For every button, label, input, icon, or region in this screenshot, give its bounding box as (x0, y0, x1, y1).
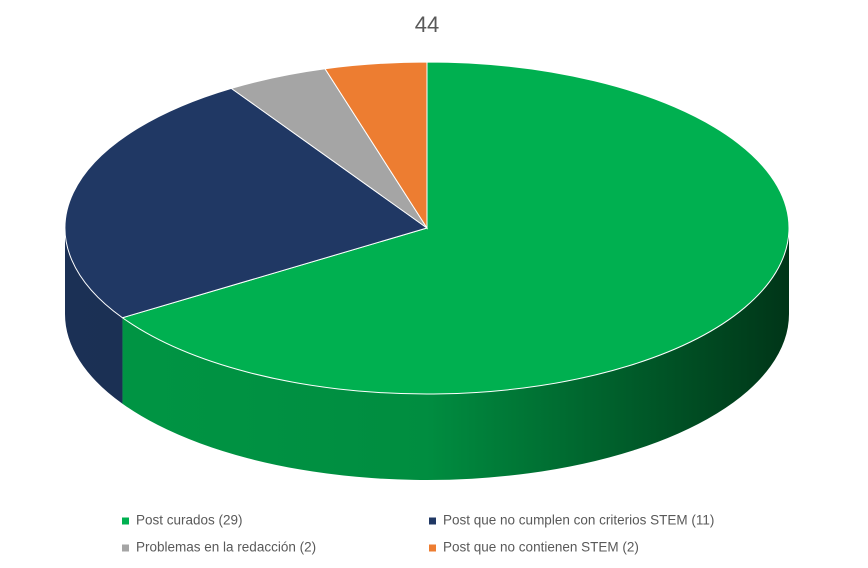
slice-side (122, 228, 789, 480)
legend-label: Post que no contienen STEM (2) (443, 540, 639, 555)
slice (121, 61, 790, 395)
legend-label: Problemas en la redacción (2) (136, 540, 316, 555)
slice (324, 61, 428, 230)
legend-label: Post que no cumplen con criterios STEM (… (443, 513, 714, 528)
slice-side (65, 228, 123, 404)
slice (64, 87, 429, 319)
chart-title: 44 (415, 12, 439, 37)
legend-marker (122, 517, 129, 525)
legend-marker (122, 544, 129, 552)
legend-marker (429, 517, 436, 525)
legend-marker (429, 544, 436, 552)
legend-label: Post curados (29) (136, 513, 243, 528)
